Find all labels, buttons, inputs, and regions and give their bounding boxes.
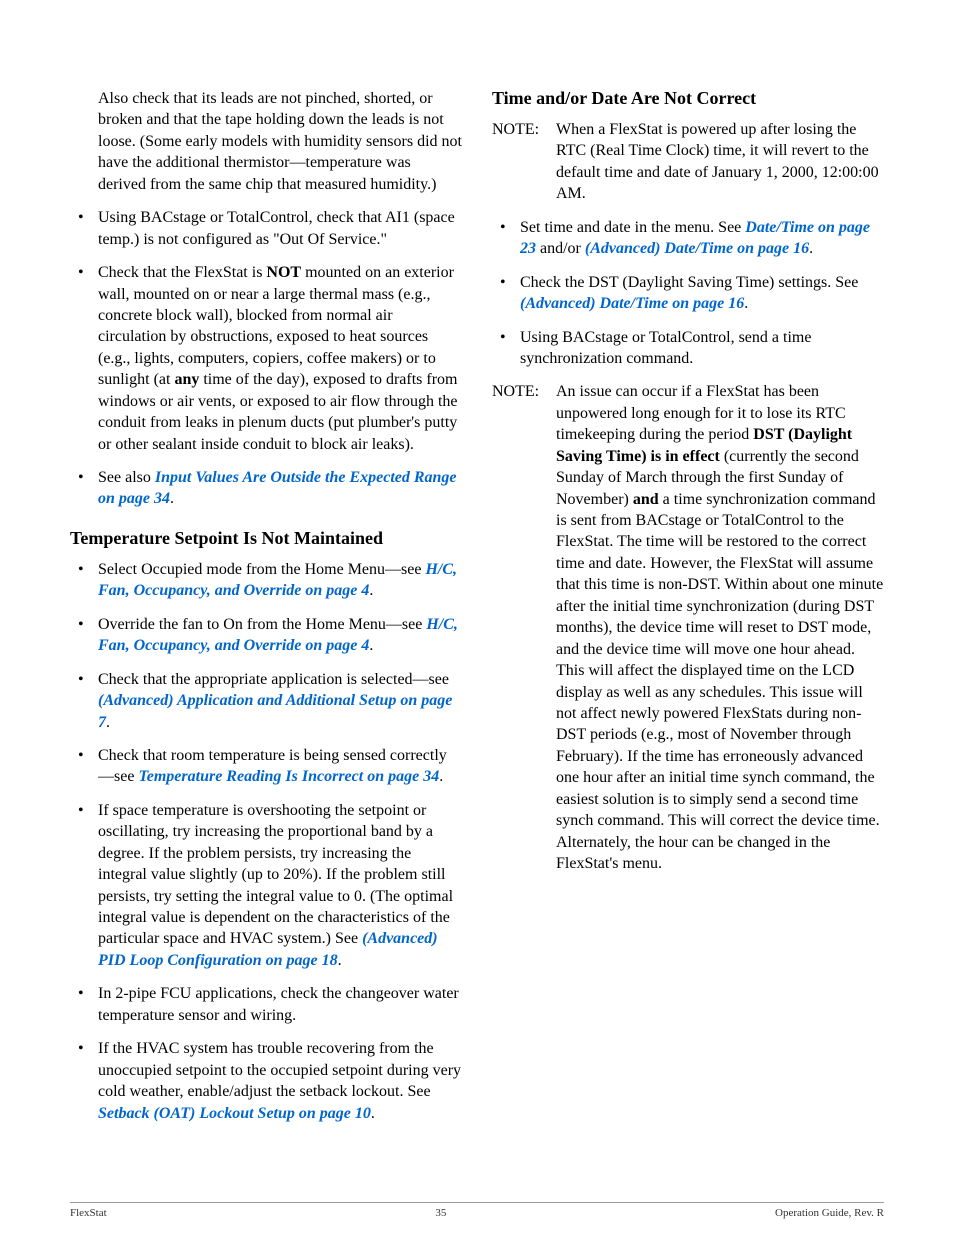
right-column: Time and/or Date Are Not Correct NOTE: W…: [492, 88, 884, 1136]
bullet-r2: Check the DST (Daylight Saving Time) set…: [492, 272, 884, 315]
note-label: NOTE:: [492, 119, 556, 205]
link-temp-reading[interactable]: Temperature Reading Is Incorrect on page…: [138, 768, 439, 785]
note-label: NOTE:: [492, 381, 556, 874]
text: mounted on an exterior wall, mounted on …: [98, 264, 454, 388]
heading-time-date: Time and/or Date Are Not Correct: [492, 88, 884, 109]
footer-left: FlexStat: [70, 1207, 107, 1219]
bullet-b3: Check that the appropriate application i…: [70, 669, 462, 733]
footer: FlexStat 35 Operation Guide, Rev. R: [70, 1202, 884, 1219]
text: Set time and date in the menu. See: [520, 219, 745, 236]
text: Select Occupied mode from the Home Menu—…: [98, 561, 425, 578]
bullet-list-b: Select Occupied mode from the Home Menu—…: [70, 559, 462, 1124]
bullet-b5: If space temperature is overshooting the…: [70, 800, 462, 972]
note-body: When a FlexStat is powered up after losi…: [556, 119, 884, 205]
text: .: [170, 490, 174, 507]
bullet-r1: Set time and date in the menu. See Date/…: [492, 217, 884, 260]
text: .: [439, 768, 443, 785]
columns: Also check that its leads are not pinche…: [70, 88, 884, 1136]
bullet-b2: Override the fan to On from the Home Men…: [70, 614, 462, 657]
note-body: An issue can occur if a FlexStat has bee…: [556, 381, 884, 874]
text: .: [338, 952, 342, 969]
link-app-setup[interactable]: (Advanced) Application and Additional Se…: [98, 692, 452, 730]
bullet-b4: Check that room temperature is being sen…: [70, 745, 462, 788]
note-1: NOTE: When a FlexStat is powered up afte…: [492, 119, 884, 205]
bullet-list-right: Set time and date in the menu. See Date/…: [492, 217, 884, 370]
intro-paragraph: Also check that its leads are not pinche…: [70, 88, 462, 195]
text: If space temperature is overshooting the…: [98, 802, 453, 948]
bullet-a3: See also Input Values Are Outside the Ex…: [70, 467, 462, 510]
link-setback-lockout[interactable]: Setback (OAT) Lockout Setup on page 10: [98, 1105, 371, 1122]
emphasis-any: any: [174, 371, 199, 388]
left-column: Also check that its leads are not pinche…: [70, 88, 462, 1136]
text: Check that the FlexStat is: [98, 264, 266, 281]
footer-page-number: 35: [435, 1207, 446, 1219]
text: .: [809, 240, 813, 257]
text: See also: [98, 469, 155, 486]
text: .: [371, 1105, 375, 1122]
text: .: [369, 637, 373, 654]
note-2: NOTE: An issue can occur if a FlexStat h…: [492, 381, 884, 874]
text: Check the DST (Daylight Saving Time) set…: [520, 274, 858, 291]
bullet-b1: Select Occupied mode from the Home Menu—…: [70, 559, 462, 602]
text: .: [744, 295, 748, 312]
bullet-list-a: Using BACstage or TotalControl, check th…: [70, 207, 462, 510]
bullet-b7: If the HVAC system has trouble recoverin…: [70, 1038, 462, 1124]
bullet-b6: In 2-pipe FCU applications, check the ch…: [70, 983, 462, 1026]
bullet-r3: Using BACstage or TotalControl, send a t…: [492, 327, 884, 370]
text: .: [106, 714, 110, 731]
text: a time synchronization command is sent f…: [556, 491, 883, 872]
link-adv-date-time-2[interactable]: (Advanced) Date/Time on page 16: [520, 295, 744, 312]
text: .: [369, 582, 373, 599]
emphasis-and: and: [633, 491, 659, 508]
text: and/or: [536, 240, 585, 257]
link-adv-date-time-1[interactable]: (Advanced) Date/Time on page 16: [585, 240, 809, 257]
text: If the HVAC system has trouble recoverin…: [98, 1040, 461, 1100]
text: Check that the appropriate application i…: [98, 671, 449, 688]
bullet-a2: Check that the FlexStat is NOT mounted o…: [70, 262, 462, 455]
page: Also check that its leads are not pinche…: [0, 0, 954, 1235]
heading-setpoint: Temperature Setpoint Is Not Maintained: [70, 528, 462, 549]
emphasis-not: NOT: [266, 264, 301, 281]
footer-right: Operation Guide, Rev. R: [775, 1207, 884, 1219]
bullet-a1: Using BACstage or TotalControl, check th…: [70, 207, 462, 250]
text: Override the fan to On from the Home Men…: [98, 616, 426, 633]
